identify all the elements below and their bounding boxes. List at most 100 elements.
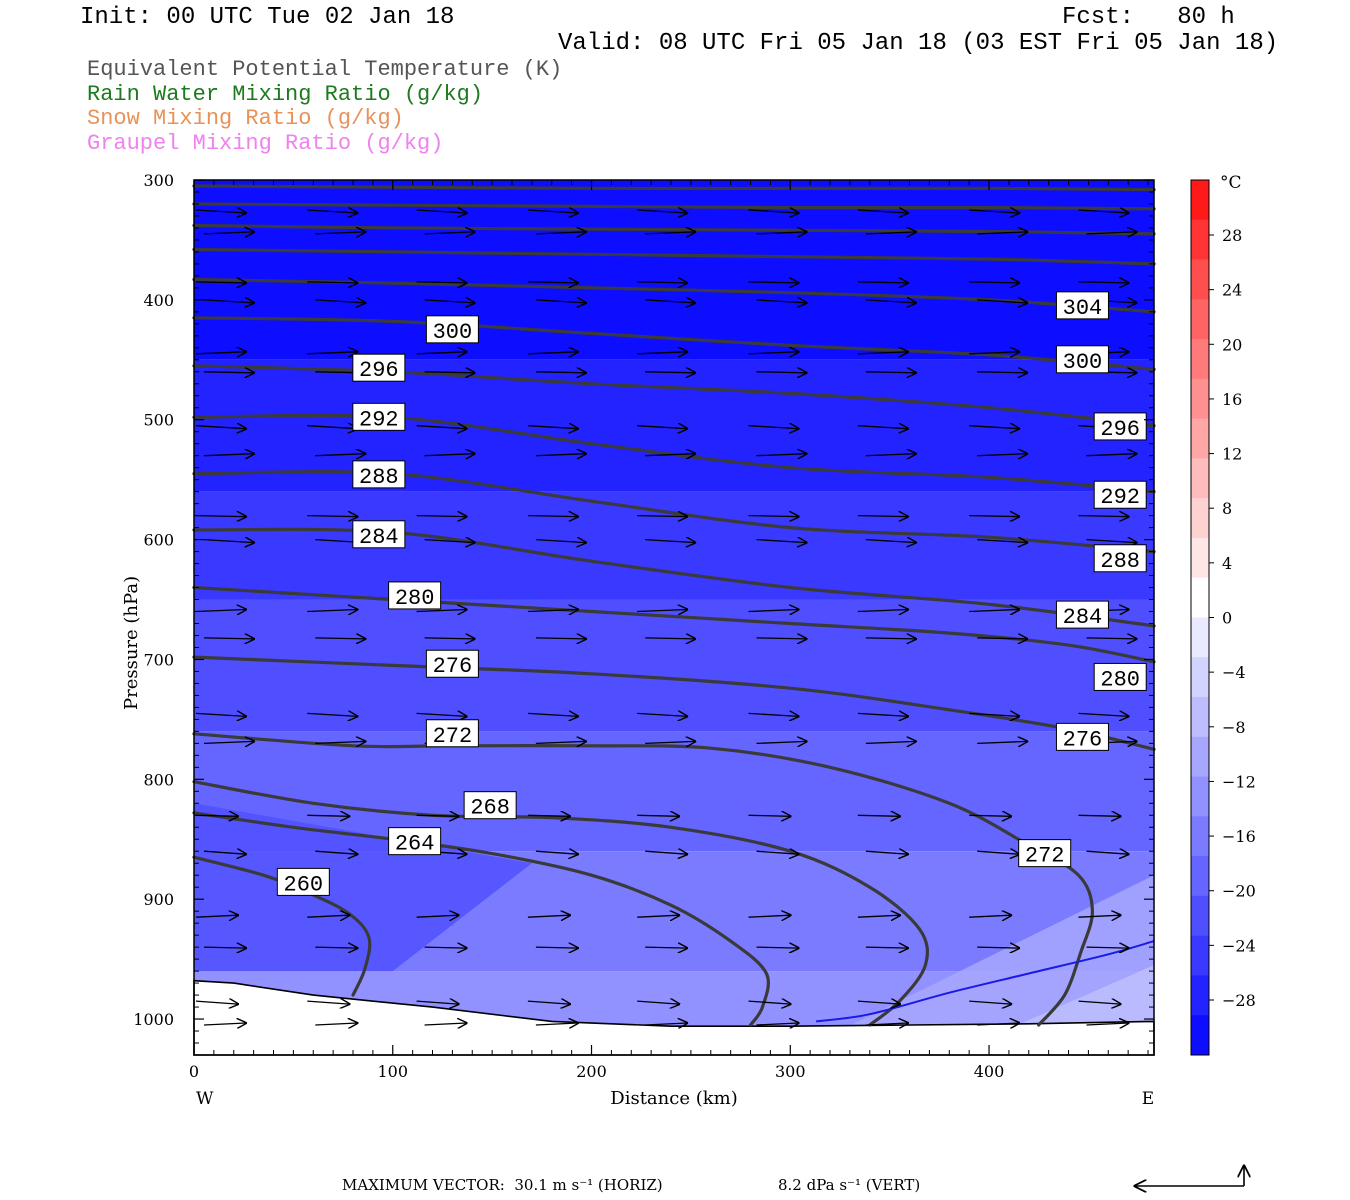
wind-vector — [203, 947, 246, 948]
contour-label-box — [352, 460, 406, 489]
contour-label: 300 — [1063, 350, 1103, 375]
wind-vector — [315, 1023, 357, 1025]
colorbar-swatch — [1191, 498, 1209, 539]
wind-vector — [535, 232, 586, 234]
wind-vector — [1086, 947, 1129, 948]
contour-label-box — [1093, 480, 1147, 509]
wind-vector — [535, 741, 586, 743]
theta-e-contour-304 — [192, 277, 1156, 314]
wind-vector — [416, 815, 459, 816]
wind-vector — [203, 1023, 246, 1025]
contour-label-box — [1093, 662, 1147, 691]
contour-label-box — [352, 520, 406, 549]
wind-vector — [969, 610, 1019, 612]
wind-vector — [535, 300, 586, 303]
wind-vector — [977, 741, 1027, 743]
wind-vector — [969, 210, 1019, 213]
x-tick-label: 100 — [377, 1062, 408, 1081]
wind-vector — [969, 426, 1019, 429]
x-tick-label: 300 — [775, 1062, 806, 1081]
wind-vector — [748, 1001, 791, 1004]
wind-vector — [969, 516, 1019, 517]
wind-vector — [307, 516, 357, 517]
colorbar-label: −28 — [1222, 991, 1256, 1010]
wind-vector — [637, 426, 687, 429]
x-tick-label: 0 — [189, 1062, 199, 1081]
theta-e-contour-264 — [192, 811, 770, 1027]
colorbar-swatch — [1191, 339, 1209, 380]
colorbar-label: −4 — [1222, 663, 1246, 682]
freezing-line — [815, 940, 1155, 1023]
wind-vector — [969, 915, 1011, 917]
wind-vector — [977, 851, 1019, 854]
wind-vectors — [195, 210, 1137, 1025]
max-vector-vert: 8.2 dPa s⁻¹ (VERT) — [778, 1176, 921, 1194]
wind-vector — [1078, 282, 1129, 283]
wind-vector — [1078, 713, 1129, 716]
wind-vector — [756, 300, 807, 303]
wind-vector — [1086, 638, 1137, 639]
colorbar-swatch — [1191, 776, 1209, 817]
wind-vector — [748, 282, 799, 283]
contour-label: 300 — [433, 320, 473, 345]
y-axis-label: Pressure (hPa) — [121, 576, 142, 710]
wind-vector — [315, 741, 365, 743]
wind-vector — [756, 638, 807, 639]
wind-vector — [416, 516, 467, 517]
y-tick-label: 400 — [143, 291, 174, 310]
wind-vector — [645, 454, 695, 456]
theta-e-contour-320 — [192, 184, 1156, 192]
colorbar-swatch — [1191, 975, 1209, 1016]
wind-vector — [1086, 851, 1129, 854]
wind-vector — [424, 947, 467, 948]
contour-label-box — [1055, 345, 1109, 374]
colorbar-swatch — [1191, 657, 1209, 698]
wind-vector — [748, 815, 791, 816]
colorbar-swatch — [1191, 935, 1209, 976]
colorbar-label: 20 — [1222, 335, 1242, 354]
wind-vector — [315, 454, 365, 456]
colorbar-swatch — [1191, 697, 1209, 738]
wind-vector — [315, 947, 357, 948]
wind-vector — [315, 232, 365, 234]
colorbar-swatch — [1191, 259, 1209, 300]
reference-vector-icon — [1135, 1166, 1244, 1186]
contour-label-box — [1018, 839, 1072, 868]
y-tick-label: 600 — [143, 531, 174, 550]
wind-vector — [969, 282, 1019, 283]
wind-vector — [865, 1023, 908, 1025]
colorbar-label: −24 — [1222, 936, 1256, 955]
wind-vector — [969, 1001, 1011, 1004]
contour-label-box — [425, 719, 479, 748]
contour-label: 272 — [433, 724, 473, 749]
wind-vector — [1086, 454, 1137, 456]
wind-vector — [1078, 516, 1129, 517]
wind-vector — [637, 282, 687, 283]
wind-vector — [969, 713, 1019, 716]
wind-vector — [857, 352, 908, 354]
wind-vector — [865, 638, 916, 639]
contour-label: 280 — [395, 586, 435, 611]
wind-vector — [203, 638, 254, 639]
wind-vector — [527, 815, 570, 816]
temp-band — [194, 731, 1154, 852]
theta-e-contour-280 — [192, 585, 1156, 664]
wind-vector — [1078, 915, 1121, 917]
contour-labels: 260 264 268 272 276 280 284 288 292 296 300 304 300 2… — [276, 291, 1147, 897]
wind-vector — [416, 282, 467, 283]
contour-label-box — [276, 867, 330, 896]
wind-vector — [857, 610, 908, 612]
wind-vector — [865, 232, 916, 234]
wind-vector — [416, 426, 467, 429]
wind-vector — [307, 610, 357, 612]
wind-vector — [756, 540, 807, 543]
wind-vector — [637, 915, 679, 917]
wind-vector — [416, 210, 467, 213]
contour-label-box — [1093, 544, 1147, 573]
contour-label: 268 — [470, 796, 510, 821]
contour-label: 304 — [1063, 296, 1103, 321]
contour-label: 264 — [395, 832, 435, 857]
wind-vector — [195, 516, 246, 517]
wind-vector — [865, 372, 916, 373]
